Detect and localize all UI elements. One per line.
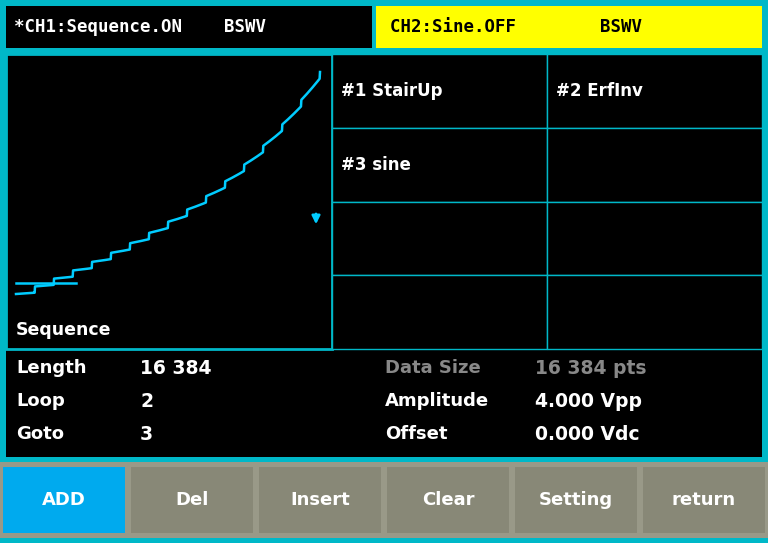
Bar bbox=[332, 275, 547, 349]
Text: #3 sine: #3 sine bbox=[341, 156, 411, 174]
Bar bbox=[547, 275, 762, 349]
Bar bbox=[643, 467, 765, 533]
Text: #1 StairUp: #1 StairUp bbox=[341, 82, 442, 100]
Text: Insert: Insert bbox=[290, 491, 350, 509]
Bar bbox=[332, 128, 547, 201]
Bar bbox=[332, 54, 547, 128]
Text: 4.000 Vpp: 4.000 Vpp bbox=[535, 392, 642, 411]
Text: 3: 3 bbox=[140, 425, 153, 444]
Bar bbox=[547, 128, 762, 201]
Bar bbox=[131, 467, 253, 533]
Text: Del: Del bbox=[175, 491, 209, 509]
Text: #2 ErfInv: #2 ErfInv bbox=[556, 82, 643, 100]
Text: Data Size: Data Size bbox=[385, 359, 481, 377]
Bar bbox=[6, 54, 332, 349]
Bar bbox=[6, 349, 762, 457]
Bar bbox=[3, 467, 125, 533]
Text: Loop: Loop bbox=[16, 392, 65, 410]
Text: 0.000 Vdc: 0.000 Vdc bbox=[535, 425, 640, 444]
Text: Amplitude: Amplitude bbox=[385, 392, 489, 410]
Text: 16 384: 16 384 bbox=[140, 359, 211, 378]
Text: *CH1:Sequence.ON    BSWV: *CH1:Sequence.ON BSWV bbox=[14, 18, 266, 36]
Bar bbox=[547, 54, 762, 128]
Bar bbox=[515, 467, 637, 533]
Bar bbox=[376, 6, 762, 48]
Text: ADD: ADD bbox=[42, 491, 86, 509]
Bar bbox=[0, 462, 768, 538]
Text: Sequence: Sequence bbox=[16, 321, 111, 339]
Bar bbox=[6, 54, 762, 349]
Bar bbox=[387, 467, 509, 533]
Bar bbox=[259, 467, 381, 533]
Text: Goto: Goto bbox=[16, 425, 64, 443]
Text: Setting: Setting bbox=[539, 491, 613, 509]
Text: Length: Length bbox=[16, 359, 87, 377]
Text: return: return bbox=[672, 491, 736, 509]
Text: 2: 2 bbox=[140, 392, 153, 411]
Text: Clear: Clear bbox=[422, 491, 475, 509]
Text: CH2:Sine.OFF        BSWV: CH2:Sine.OFF BSWV bbox=[390, 18, 642, 36]
Bar bbox=[6, 6, 372, 48]
Bar bbox=[332, 201, 547, 275]
Bar bbox=[547, 201, 762, 275]
Text: Offset: Offset bbox=[385, 425, 448, 443]
Text: 16 384 pts: 16 384 pts bbox=[535, 359, 647, 378]
